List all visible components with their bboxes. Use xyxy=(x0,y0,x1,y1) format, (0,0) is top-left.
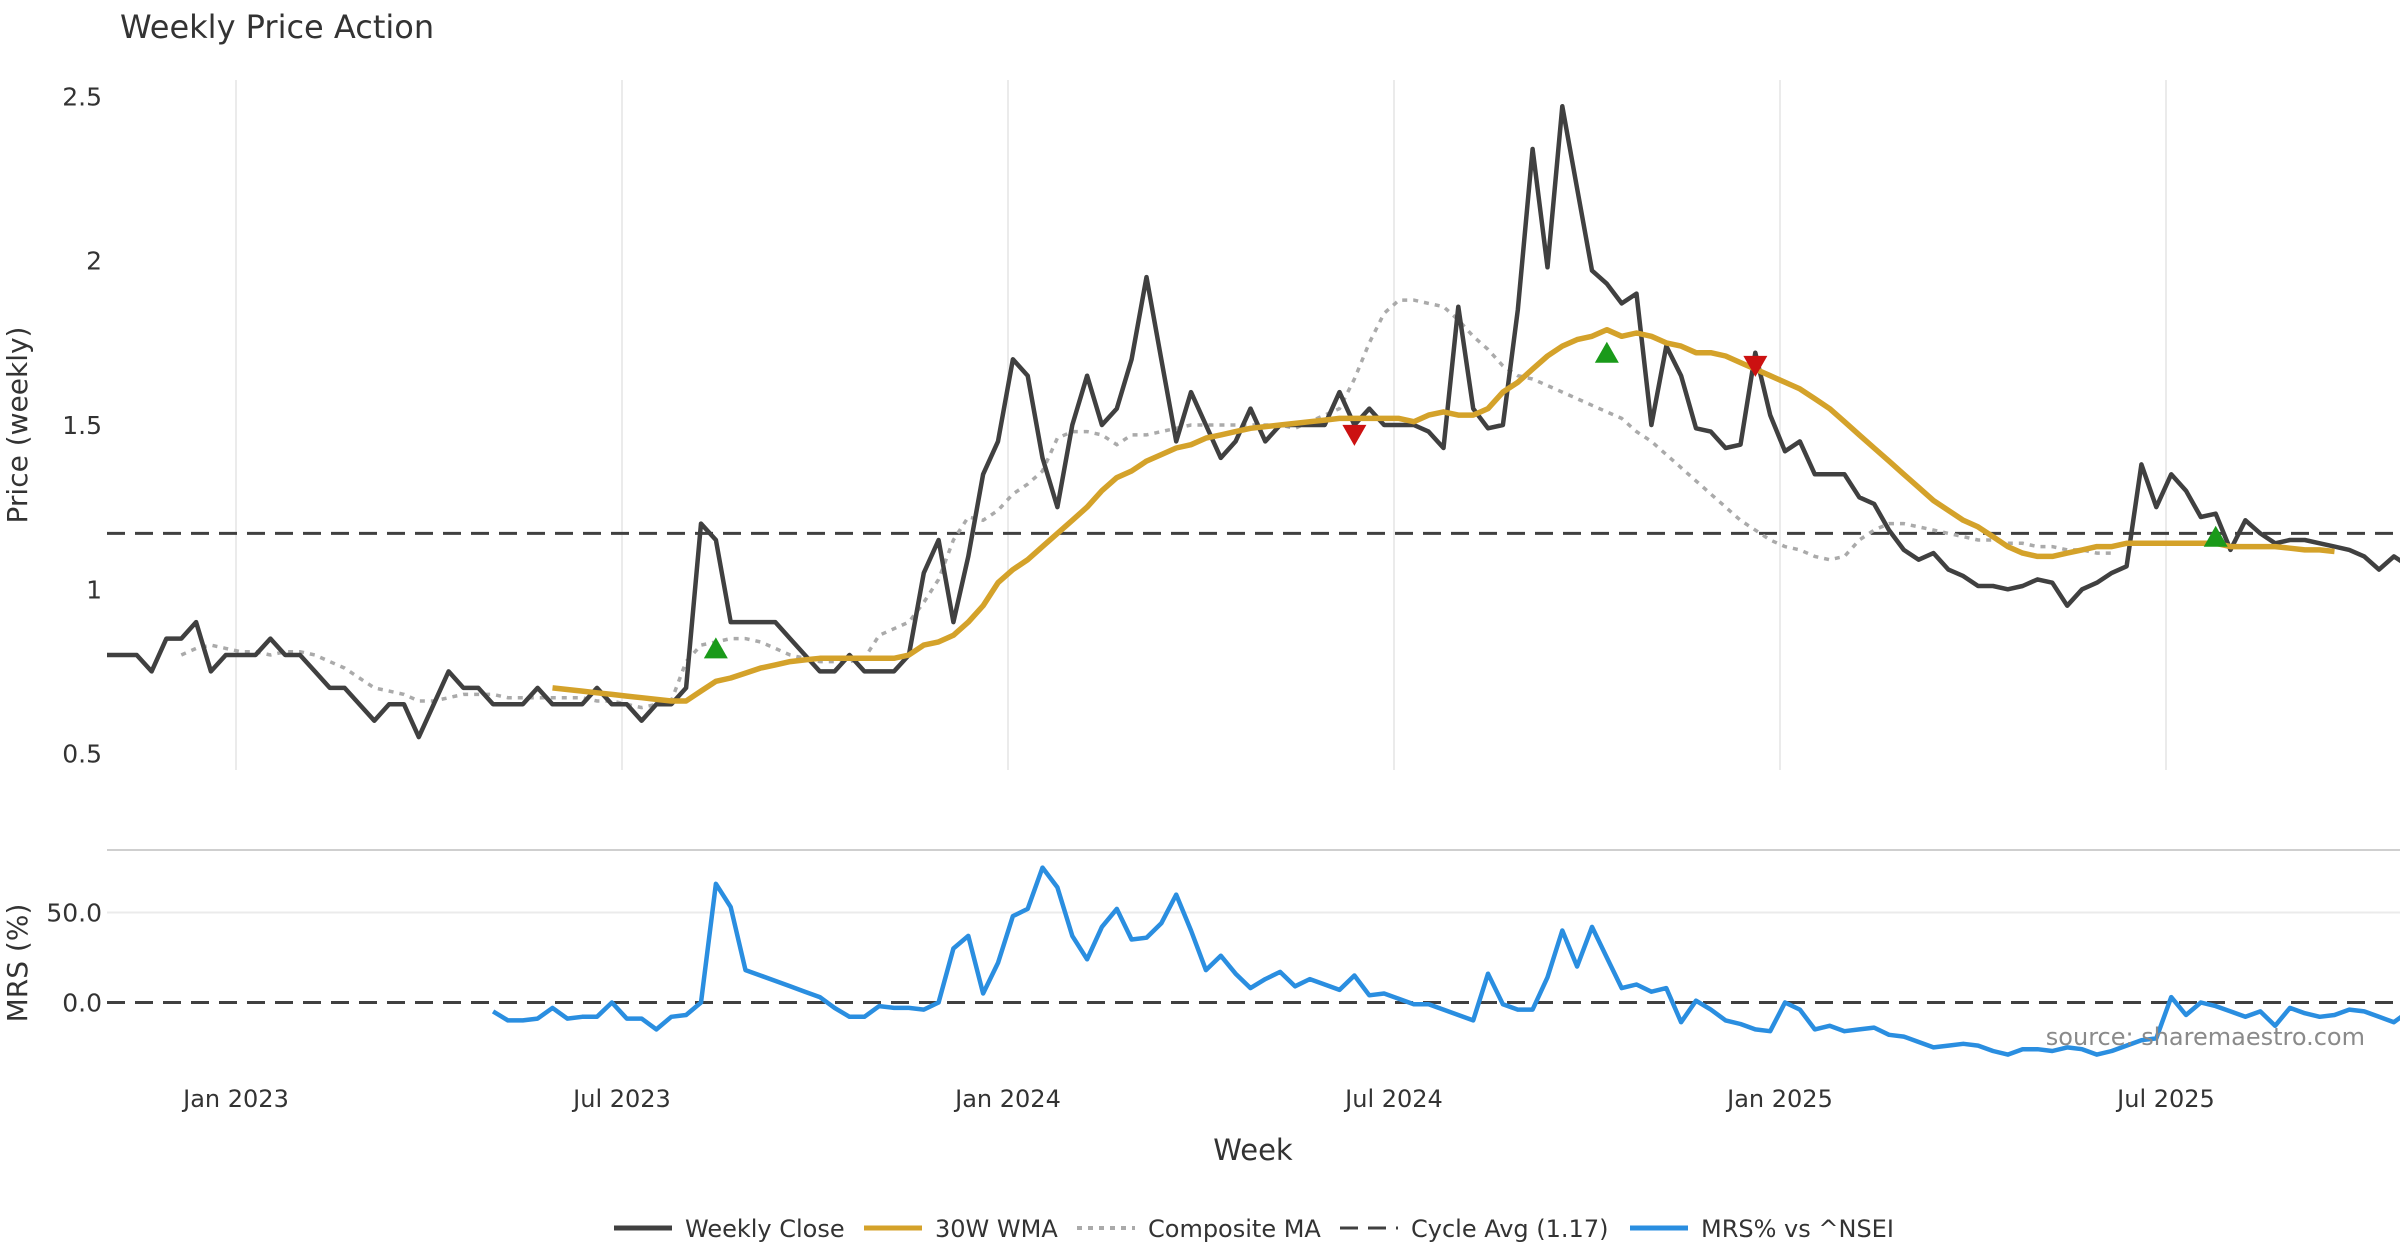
x-tick-label: Jul 2024 xyxy=(1343,1085,1443,1113)
sell-signal-marker xyxy=(1743,355,1768,377)
price-y-tick-label: 2.5 xyxy=(62,82,102,111)
grid xyxy=(107,80,2400,914)
price-y-ticks: 0.5 1 1.5 2 2.5 xyxy=(62,82,102,768)
legend-label-composite: Composite MA xyxy=(1148,1215,1321,1243)
mrs-y-tick-label: 0.0 xyxy=(62,988,102,1017)
composite-ma-line xyxy=(180,298,2112,710)
price-y-tick-label: 1.5 xyxy=(62,411,102,440)
legend-label-wma: 30W WMA xyxy=(935,1215,1058,1243)
x-axis-ticks: Jan 2023 Jul 2023 Jan 2024 Jul 2024 Jan 2025… xyxy=(181,1085,2215,1113)
x-tick-label: Jan 2024 xyxy=(953,1085,1061,1113)
sell-signal-marker xyxy=(1342,424,1367,446)
chart-title: Weekly Price Action xyxy=(120,8,434,46)
price-y-axis-label: Price (weekly) xyxy=(1,327,34,524)
legend-label-cycle: Cycle Avg (1.17) xyxy=(1411,1215,1608,1243)
buy-signal-marker xyxy=(703,637,728,659)
mrs-line xyxy=(491,865,2400,1057)
buy-signal-marker xyxy=(1594,341,1619,363)
price-y-tick-label: 2 xyxy=(86,247,102,276)
x-axis-label: Week xyxy=(1213,1133,1293,1167)
signals xyxy=(703,341,2228,659)
legend-label-mrs: MRS% vs ^NSEI xyxy=(1701,1215,1894,1243)
price-y-tick-label: 0.5 xyxy=(62,740,102,769)
price-series xyxy=(107,104,2400,740)
buy-signal-marker xyxy=(2203,525,2228,547)
wma-30w-line xyxy=(552,326,2335,704)
x-tick-label: Jul 2023 xyxy=(571,1085,671,1113)
x-tick-label: Jan 2023 xyxy=(181,1085,289,1113)
mrs-series xyxy=(107,865,2400,1057)
mrs-y-axis-label: MRS (%) xyxy=(1,904,34,1023)
legend-label-close: Weekly Close xyxy=(685,1215,845,1243)
x-tick-label: Jan 2025 xyxy=(1725,1085,1833,1113)
legend: Weekly Close 30W WMA Composite MA Cycle Avg… xyxy=(614,1215,1894,1243)
mrs-y-ticks: 0.0 50.0 xyxy=(46,899,102,1018)
x-tick-label: Jul 2025 xyxy=(2115,1085,2215,1113)
source-note: source: sharemaestro.com xyxy=(2046,1023,2365,1051)
mrs-y-tick-label: 50.0 xyxy=(46,899,102,928)
price-y-tick-label: 1 xyxy=(86,575,102,604)
